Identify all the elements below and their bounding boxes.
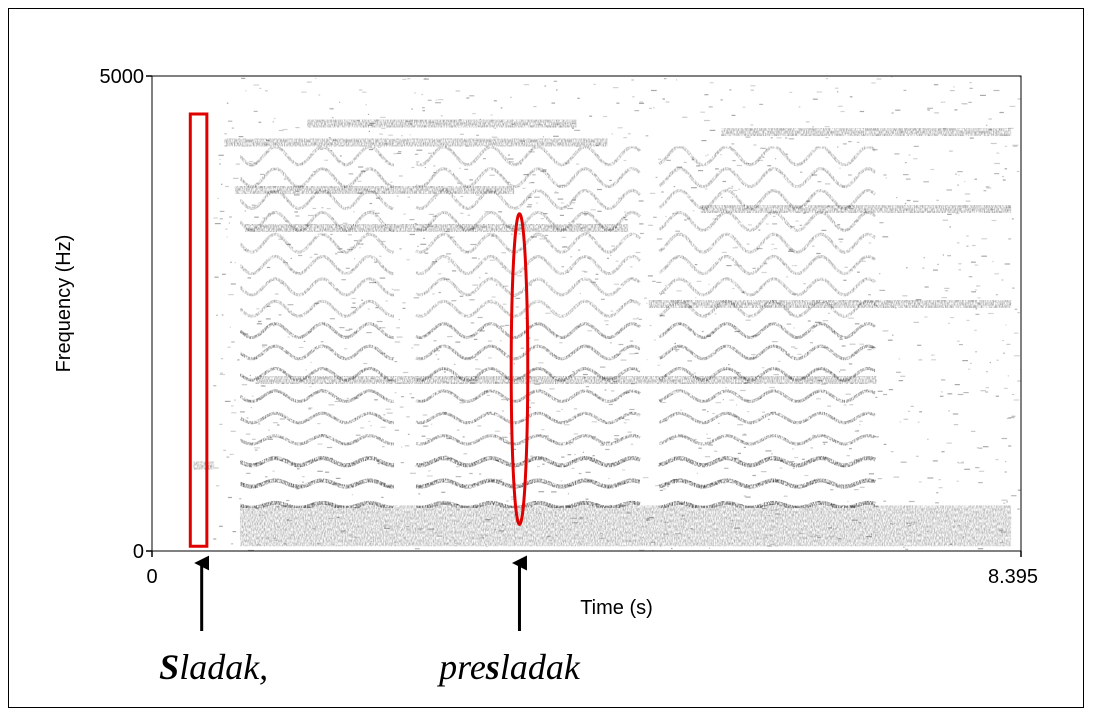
- red-markers: [188, 112, 530, 548]
- annotation-presladak: presladak: [436, 647, 581, 687]
- axis-labels: 5000 00 8.395 Time (s) Frequency (Hz): [53, 66, 1038, 619]
- annotation-text-part: ladak: [500, 647, 581, 687]
- word-annotations: Sladak, presladak: [159, 555, 581, 687]
- noise-speckle: [213, 76, 1021, 551]
- annotation-bold-letter: s: [485, 647, 500, 687]
- x-axis-label: Time (s): [580, 597, 653, 619]
- x-tick-label-start: 0: [146, 566, 157, 588]
- annotation-text-part: ladak,: [179, 647, 268, 687]
- axis-ticks: [146, 75, 1022, 557]
- red-rectangle-marker: [188, 112, 209, 548]
- low-band: [239, 505, 1012, 547]
- spectrogram-texture: [193, 76, 1021, 551]
- high-bands: [193, 119, 1012, 470]
- harmonic-bands: [238, 145, 877, 510]
- y-axis-label: Frequency (Hz): [53, 235, 75, 373]
- figure-frame: [8, 8, 1084, 708]
- y-tick-label-bottom: 0: [133, 541, 144, 563]
- annotation-bold-letter: S: [159, 647, 179, 687]
- annotation-sladak: Sladak,: [159, 647, 268, 687]
- red-ellipse-marker: [509, 212, 530, 526]
- plot-area: [151, 75, 1022, 552]
- y-tick-label-top: 5000: [100, 66, 145, 88]
- annotation-text-part: pre: [436, 647, 486, 687]
- x-tick-label-end: 8.395: [988, 566, 1038, 588]
